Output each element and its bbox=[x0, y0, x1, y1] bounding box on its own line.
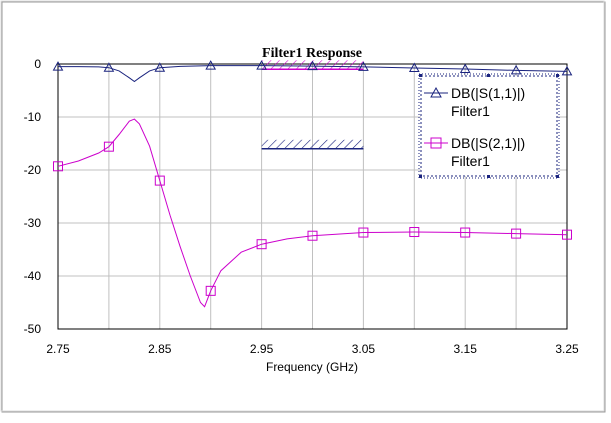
y-tick-label: -10 bbox=[24, 110, 42, 124]
series-marker-s21 bbox=[256, 239, 267, 250]
legend-handle-br[interactable] bbox=[556, 175, 559, 178]
legend-s11-sub: Filter1 bbox=[451, 103, 490, 119]
series-marker-s21 bbox=[511, 228, 522, 239]
series-marker-s21 bbox=[53, 161, 63, 172]
legend-s21-name: DB(|S(2,1)|) bbox=[451, 135, 525, 151]
series-marker-s11 bbox=[561, 65, 573, 76]
series-layer bbox=[52, 60, 573, 308]
x-tick-label: 3.05 bbox=[352, 342, 376, 356]
series-marker-s21 bbox=[103, 141, 114, 152]
x-tick-label: 2.75 bbox=[46, 342, 70, 356]
x-tick-labels: 2.75 2.85 2.95 3.05 3.15 3.25 bbox=[46, 342, 579, 356]
chart-title: Filter1 Response bbox=[262, 46, 362, 61]
series-marker-s11 bbox=[256, 60, 267, 70]
series-marker-s21 bbox=[562, 229, 572, 240]
x-tick-label: 3.15 bbox=[454, 342, 478, 356]
legend-handle-bl[interactable] bbox=[419, 175, 422, 178]
series-marker-s11 bbox=[205, 60, 217, 70]
series-line-s11 bbox=[58, 65, 568, 83]
x-tick-label: 3.25 bbox=[555, 342, 579, 356]
series-marker-s11 bbox=[408, 62, 420, 72]
series-marker-s11 bbox=[103, 62, 115, 72]
s21-goal-hatch bbox=[261, 139, 364, 149]
y-tick-label: 0 bbox=[34, 57, 41, 71]
legend[interactable]: DB(|S(1,1)|) Filter1 DB(|S(2,1)|) Filter… bbox=[418, 73, 560, 179]
x-tick-label: 2.85 bbox=[148, 342, 172, 356]
series-marker-s11 bbox=[307, 60, 318, 71]
series-marker-s21 bbox=[358, 227, 369, 238]
legend-s21-sub: Filter1 bbox=[451, 153, 490, 169]
series-marker-s21 bbox=[307, 230, 318, 241]
series-marker-s11 bbox=[52, 61, 64, 71]
x-axis-label: Frequency (GHz) bbox=[266, 360, 358, 374]
series-marker-s11 bbox=[459, 63, 471, 74]
legend-handle-tr[interactable] bbox=[556, 74, 559, 77]
series-marker-s11 bbox=[358, 61, 369, 71]
y-tick-label: -40 bbox=[24, 269, 42, 283]
y-tick-label: -50 bbox=[24, 322, 42, 336]
legend-s11-marker bbox=[430, 86, 442, 98]
y-tick-label: -30 bbox=[24, 216, 42, 230]
y-tick-label: -20 bbox=[24, 163, 42, 177]
legend-handle-tl[interactable] bbox=[419, 74, 422, 77]
legend-s21-marker bbox=[430, 137, 442, 149]
outer-frame-inner bbox=[0, 0, 605, 412]
y-tick-labels: 0 -10 -20 -30 -40 -50 bbox=[24, 57, 42, 336]
series-line-s21 bbox=[57, 118, 568, 308]
series-marker-s21 bbox=[154, 175, 165, 186]
series-marker-s21 bbox=[205, 285, 216, 296]
s11-goal-hatch bbox=[261, 60, 364, 70]
x-tick-label: 2.95 bbox=[250, 342, 274, 356]
legend-s11-name: DB(|S(1,1)|) bbox=[451, 85, 525, 101]
series-marker-s11 bbox=[154, 62, 166, 72]
series-marker-s11 bbox=[510, 64, 522, 75]
series-marker-s21 bbox=[409, 227, 420, 238]
series-marker-s21 bbox=[460, 227, 471, 238]
legend-handle-b[interactable] bbox=[487, 175, 490, 178]
legend-handle-t[interactable] bbox=[487, 74, 490, 77]
